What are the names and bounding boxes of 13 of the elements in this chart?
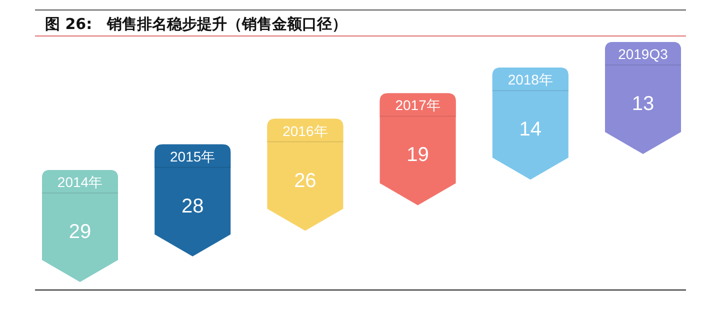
data-label: 19 (406, 144, 429, 166)
category-label: 2019Q3 (618, 46, 668, 62)
data-label: 29 (68, 221, 92, 243)
data-label: 13 (632, 93, 654, 115)
category-label: 2014年 (57, 174, 103, 190)
data-label: 28 (181, 195, 204, 218)
category-label: 2017年 (395, 97, 440, 114)
text: 图 26: 销售排名稳步提升（销售金额口径） (45, 15, 348, 33)
category-label: 2015年 (170, 148, 216, 164)
category-label: 2018年 (508, 72, 553, 88)
data-label: 14 (519, 118, 542, 141)
data-label: 26 (294, 170, 316, 192)
category-label: 2016年 (282, 122, 328, 139)
